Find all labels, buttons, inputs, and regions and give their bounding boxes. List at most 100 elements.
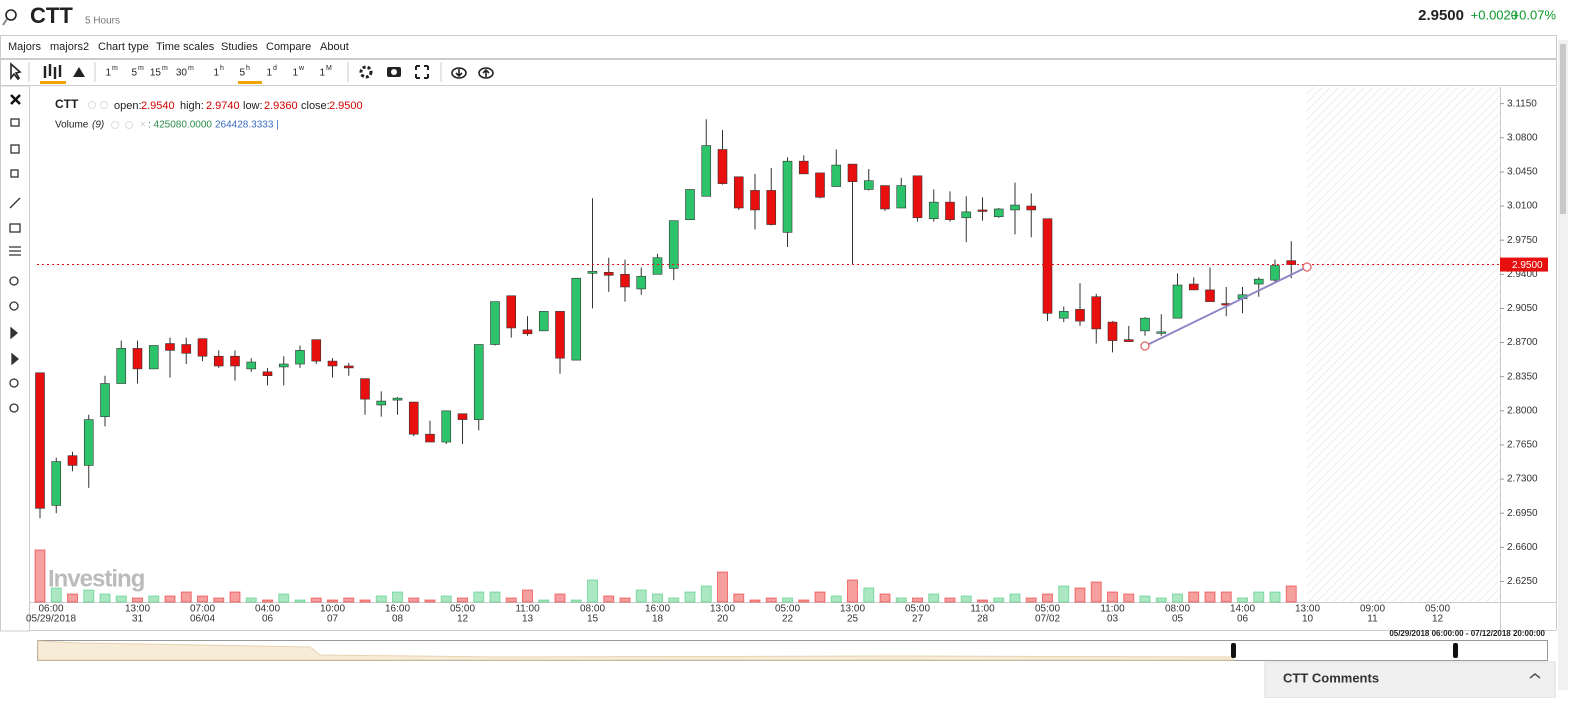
camera-icon [391, 69, 397, 75]
volume-bar [424, 599, 436, 603]
x-tick-date: 07 [327, 614, 339, 625]
candle-body [717, 149, 728, 184]
x-tick-label: 07:00 [190, 604, 215, 615]
candle-body [538, 311, 549, 332]
volume-bar [960, 595, 972, 603]
candle-body [51, 461, 62, 506]
x-tick-date: 22 [782, 614, 794, 625]
area-tool[interactable] [73, 67, 85, 77]
x-tick-label: 04:00 [255, 604, 280, 615]
navigator-handle[interactable] [1453, 643, 1458, 658]
volume-bar [1025, 597, 1037, 603]
collapse-icon[interactable] [1529, 673, 1541, 679]
candle-body [587, 271, 598, 274]
candle-body [1253, 278, 1264, 285]
volume-bar [440, 595, 452, 603]
volume-bar [1058, 585, 1070, 603]
search-icon[interactable] [5, 9, 17, 21]
volume-bar [1204, 591, 1216, 603]
y-tick-label: 3.0100 [1507, 201, 1538, 212]
timescale-button[interactable]: 1 [105, 68, 111, 79]
timescale-button[interactable]: 15 [150, 68, 162, 79]
trend-handle[interactable] [1140, 341, 1150, 351]
timescale-button[interactable]: 5 [131, 68, 137, 79]
x-tick-label: 05:00 [1425, 604, 1450, 615]
volume-bar [489, 591, 501, 603]
timescale-button[interactable]: 1 [213, 68, 219, 79]
candle-body [896, 185, 907, 209]
legend-icon: × [140, 120, 146, 131]
y-tick-label: 2.9400 [1507, 269, 1538, 280]
candle-body [35, 372, 45, 509]
timescale-button[interactable]: 1 [292, 68, 298, 79]
x-tick-date: 20 [717, 614, 729, 625]
menu-item[interactable]: Majors [8, 41, 42, 53]
menu-item[interactable]: Compare [266, 41, 311, 53]
price: 2.9500 [1418, 7, 1464, 24]
x-tick-label: 13:00 [125, 604, 150, 615]
download-icon[interactable] [451, 67, 467, 79]
candle-tool[interactable] [43, 64, 62, 79]
toolbar [0, 59, 1557, 86]
fullscreen-icon[interactable] [415, 65, 429, 79]
volume-bar [522, 589, 533, 603]
volume-bar [115, 595, 127, 603]
timescale-button[interactable]: 5 [239, 68, 245, 79]
legend-value: : 425080.0000 [148, 120, 212, 131]
volume-bar [505, 597, 517, 603]
scrollbar[interactable] [1558, 40, 1568, 690]
trend-handle[interactable] [1302, 262, 1312, 272]
tool-icon[interactable] [10, 94, 21, 105]
timescale-button[interactable]: 1 [266, 68, 272, 79]
candle-body [603, 272, 614, 276]
volume-bar [99, 593, 111, 603]
volume-bar [1285, 585, 1297, 603]
navigator-handle[interactable] [1231, 643, 1236, 658]
menu-item[interactable]: majors2 [50, 41, 89, 53]
timescale-button[interactable]: 30 [176, 68, 188, 79]
comments-title: CTT Comments [1283, 670, 1379, 685]
scroll-thumb[interactable] [1560, 44, 1566, 214]
volume-bar [132, 597, 143, 603]
x-tick-date: 12 [457, 614, 469, 625]
last-price-label: 2.9500 [1512, 260, 1543, 271]
legend-label: low: [243, 100, 263, 112]
volume-bar [327, 599, 338, 603]
last-price-box [1500, 257, 1548, 272]
timescale-unit: m [112, 65, 118, 72]
settings-icon[interactable] [359, 65, 373, 79]
volume-bar [1253, 591, 1265, 603]
legend-label: (9) [92, 120, 104, 131]
menu-item[interactable]: Studies [221, 41, 258, 53]
candle-body [441, 410, 452, 443]
menu-item[interactable]: Chart type [98, 41, 149, 53]
y-tick-label: 2.8350 [1507, 371, 1538, 382]
volume-bar [408, 597, 420, 603]
trend-line[interactable] [1144, 266, 1308, 347]
volume-bar [847, 579, 858, 603]
candle-body [1172, 284, 1183, 319]
candle-body [165, 343, 175, 351]
candle-body [1270, 265, 1280, 281]
comments-panel[interactable] [1264, 661, 1556, 699]
volume-bar [1009, 593, 1021, 603]
volume-bar [278, 593, 290, 603]
volume-bar [197, 595, 208, 603]
volume-bar [343, 597, 355, 603]
menu-item[interactable]: About [320, 41, 349, 53]
upload-icon[interactable] [478, 67, 494, 79]
candle-body [197, 338, 208, 357]
volume-bar [262, 599, 273, 603]
volume-bar [782, 597, 793, 603]
candle-body [376, 400, 387, 406]
menu-item[interactable]: Time scales [156, 41, 215, 53]
timescale-button[interactable]: 1 [319, 68, 325, 79]
cursor-tool[interactable] [10, 62, 22, 81]
candle-body [1205, 289, 1215, 302]
x-tick-label: 16:00 [385, 604, 410, 615]
volume-bar [1220, 591, 1232, 603]
x-tick-label: 09:00 [1360, 604, 1385, 615]
x-tick-date: 05 [1172, 614, 1184, 625]
x-tick-date: 27 [912, 614, 924, 625]
volume-bar [765, 597, 777, 603]
